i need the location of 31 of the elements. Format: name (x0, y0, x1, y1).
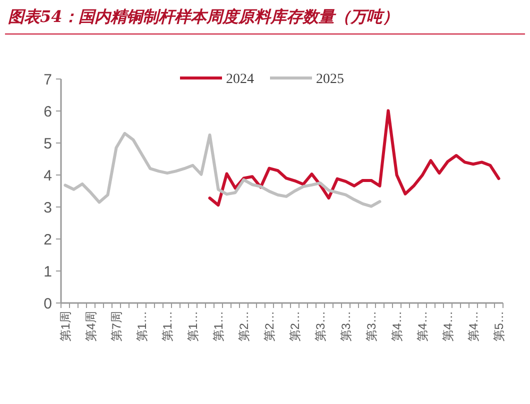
x-tick-label: 第1… (211, 311, 226, 342)
y-tick-label: 4 (44, 167, 52, 184)
y-tick-label: 7 (44, 71, 52, 88)
y-tick-label: 1 (44, 263, 52, 280)
x-tick-label: 第1… (186, 311, 200, 342)
chart-title: 图表54：国内精铜制杆样本周度原料库存数量（万吨） (8, 7, 398, 26)
x-tick-label: 第2… (288, 311, 302, 342)
x-tick-label: 第3… (338, 311, 353, 342)
x-tick-label: 第1周 (58, 311, 72, 342)
x-tick-label: 第4周 (84, 311, 98, 342)
x-tick-label: 第4… (415, 311, 430, 342)
x-tick-label: 第2… (262, 311, 276, 342)
x-tick-label: 第1… (134, 311, 149, 342)
legend-label: 2024 (226, 72, 254, 87)
x-tick-label: 第1… (160, 311, 174, 342)
x-tick-label: 第3… (313, 311, 328, 342)
y-tick-label: 2 (44, 231, 52, 248)
line-series (208, 109, 500, 207)
x-tick-label: 第2… (236, 311, 251, 342)
x-tick-label: 第3… (364, 311, 378, 342)
legend-label: 2025 (316, 72, 344, 87)
x-tick-label: 第7周 (109, 311, 124, 342)
x-tick-label: 第4… (466, 311, 480, 342)
x-tick-label: 第4… (390, 311, 404, 342)
line-series (64, 132, 382, 208)
y-tick-label: 5 (44, 135, 52, 152)
x-tick-label: 第4… (440, 311, 455, 342)
y-tick-label: 0 (44, 295, 52, 312)
y-tick-label: 6 (44, 103, 52, 120)
x-tick-label: 第5… (492, 311, 506, 342)
y-tick-label: 3 (44, 199, 52, 216)
